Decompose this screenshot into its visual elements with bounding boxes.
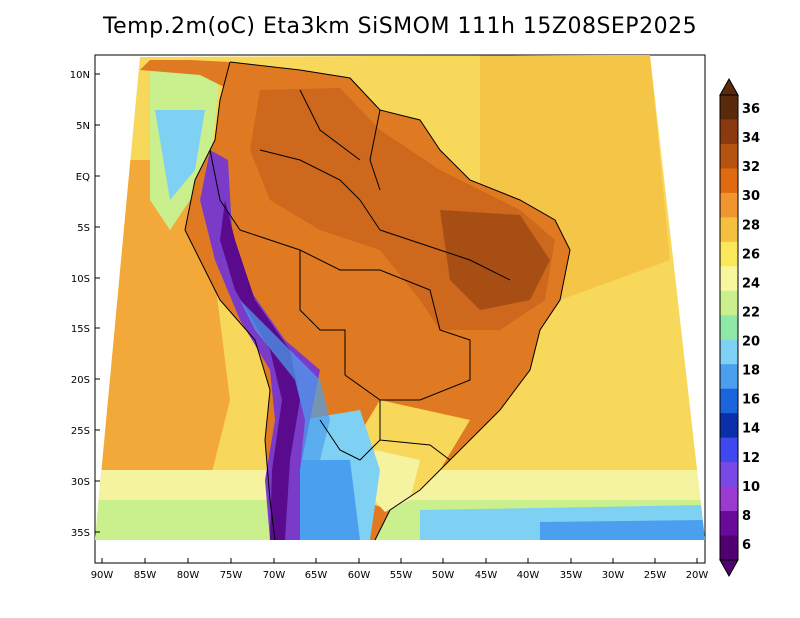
lat-label: EQ	[76, 172, 90, 183]
lat-ticks	[95, 73, 100, 533]
lat-label: 25S	[71, 426, 90, 437]
colorbar-swatch	[720, 290, 738, 316]
colorbar-label: 24	[742, 276, 760, 291]
colorbar-label: 30	[742, 189, 760, 204]
colorbar-swatch	[720, 168, 738, 194]
colorbar-label: 6	[742, 538, 751, 553]
lat-label: 35S	[71, 528, 90, 539]
lon-ticks	[101, 558, 698, 563]
colorbar-label: 18	[742, 364, 760, 379]
colorbar-label: 16	[742, 393, 760, 408]
lat-label: 5N	[76, 121, 90, 132]
colorbar-swatch	[720, 217, 738, 243]
lat-label: 10N	[70, 70, 90, 81]
lat-label: 15S	[71, 324, 90, 335]
colorbar-label: 28	[742, 218, 760, 233]
temperature-field	[95, 55, 705, 540]
country-borders	[184, 61, 571, 541]
lon-label: 30W	[602, 570, 625, 581]
colorbar-swatch	[720, 413, 738, 439]
colorbar-swatch	[720, 364, 738, 390]
colorbar-label: 10	[742, 480, 760, 495]
lon-label: 50W	[432, 570, 455, 581]
colorbar-label: 26	[742, 247, 760, 262]
colorbar-label: 34	[742, 131, 760, 146]
colorbar-swatch	[720, 462, 738, 488]
lon-label: 60W	[348, 570, 371, 581]
colorbar-swatch	[720, 535, 738, 561]
plot-frame	[94, 54, 706, 564]
colorbar: 36 34 32 30 28 26 24 22 20 18 16 14 12 10 8 6	[719, 77, 760, 578]
colorbar-swatch	[720, 339, 738, 365]
lon-label: 65W	[305, 570, 328, 581]
colorbar-swatch	[720, 266, 738, 292]
colorbar-label: 22	[742, 305, 760, 320]
colorbar-swatch	[720, 119, 738, 145]
colorbar-swatch	[720, 143, 738, 169]
colorbar-swatch	[720, 388, 738, 414]
colorbar-swatch	[720, 241, 738, 267]
colorbar-swatch	[720, 95, 738, 120]
map-title: Temp.2m(oC) Eta3km SiSMOM 111h 15Z08SEP2…	[102, 14, 698, 39]
lon-label: 55W	[390, 570, 413, 581]
colorbar-label: 12	[742, 451, 760, 466]
colorbar-swatch	[720, 437, 738, 463]
colorbar-swatch	[720, 315, 738, 341]
colorbar-top-arrow	[719, 77, 739, 96]
colorbar-bottom-arrow	[719, 559, 739, 578]
colorbar-swatch	[720, 511, 738, 537]
colorbar-label: 36	[742, 102, 760, 117]
colorbar-swatch	[720, 192, 738, 218]
lat-label: 5S	[77, 223, 90, 234]
colorbar-label: 32	[742, 160, 760, 175]
lat-label: 30S	[71, 477, 90, 488]
colorbar-label: 14	[742, 422, 760, 437]
lon-labels: 90W 85W 80W 75W 70W 65W 60W 55W 50W 45W …	[91, 570, 709, 581]
lon-label: 25W	[644, 570, 667, 581]
lon-label: 45W	[475, 570, 498, 581]
lon-label: 70W	[263, 570, 286, 581]
colorbar-label: 8	[742, 509, 751, 524]
lon-label: 80W	[177, 570, 200, 581]
colorbar-label: 20	[742, 335, 760, 350]
lon-label: 85W	[134, 570, 157, 581]
lat-label: 10S	[71, 274, 90, 285]
lat-labels: 10N 5N EQ 5S 10S 15S 20S 25S 30S 35S	[70, 70, 90, 539]
lon-label: 90W	[91, 570, 114, 581]
lon-label: 20W	[686, 570, 709, 581]
lon-label: 40W	[517, 570, 540, 581]
lon-label: 75W	[220, 570, 243, 581]
colorbar-swatch	[720, 486, 738, 512]
lat-label: 20S	[71, 375, 90, 386]
lon-label: 35W	[560, 570, 583, 581]
